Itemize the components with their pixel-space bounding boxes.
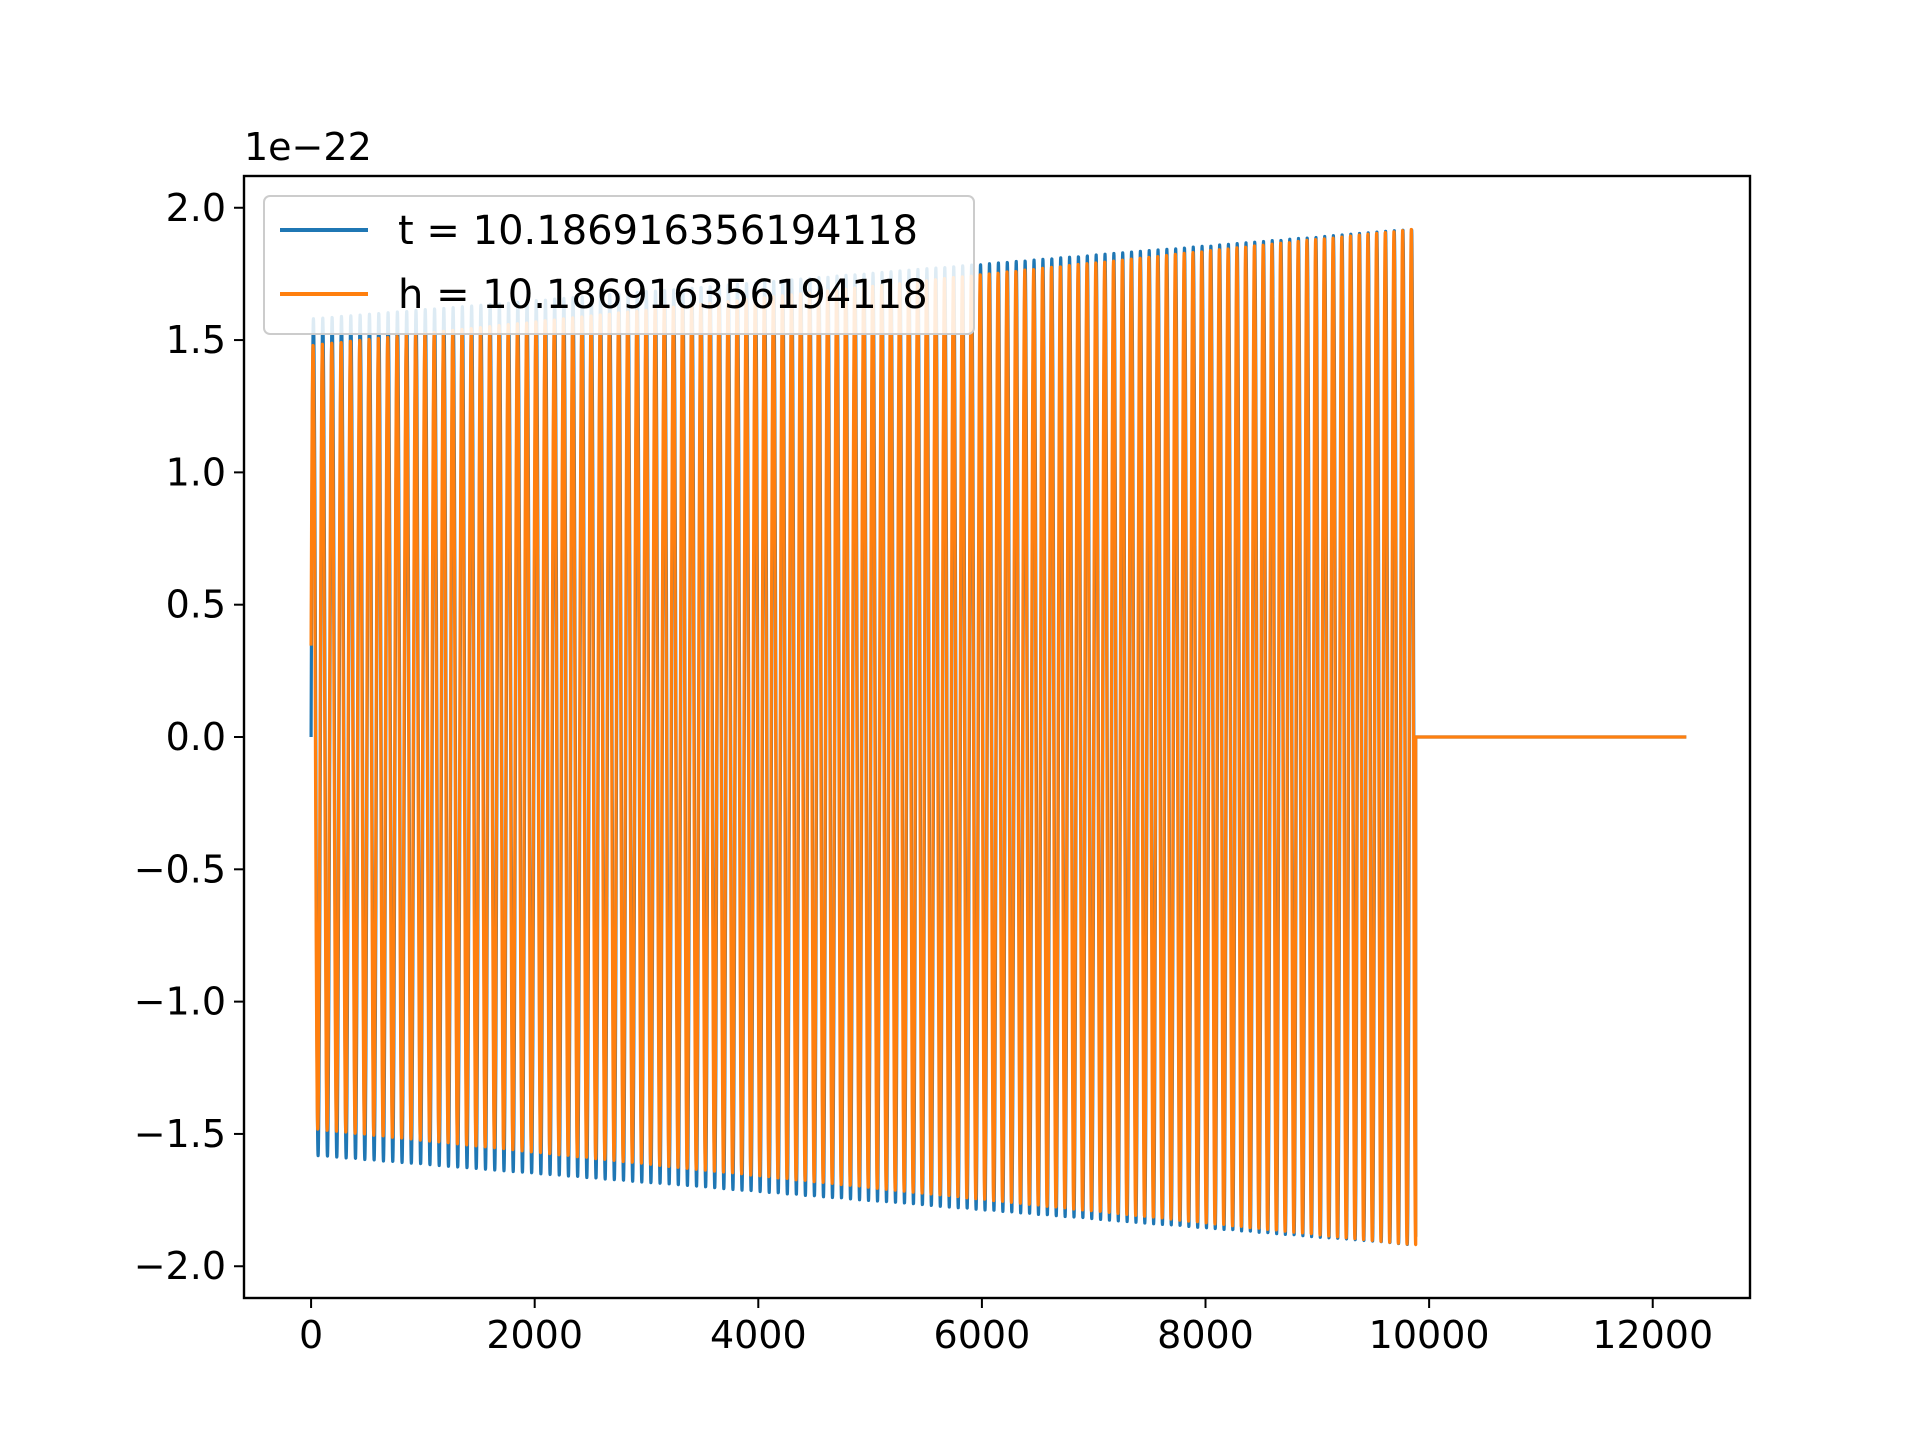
y-axis: −2.0 −1.5 −1.0 −0.5 0.0 0.5 1.0 1.5 2.0 bbox=[134, 186, 244, 1288]
x-tick-label: 2000 bbox=[486, 1313, 583, 1357]
x-axis: 0 2000 4000 6000 8000 10000 12000 bbox=[299, 1298, 1713, 1357]
x-tick-label: 0 bbox=[299, 1313, 323, 1357]
y-tick-label: −2.0 bbox=[134, 1244, 226, 1288]
x-tick-label: 4000 bbox=[710, 1313, 807, 1357]
x-tick-label: 12000 bbox=[1592, 1313, 1713, 1357]
y-tick-label: 1.0 bbox=[166, 450, 226, 494]
y-tick-label: 1.5 bbox=[166, 318, 226, 362]
legend-label: h = 10.186916356194118 bbox=[398, 272, 928, 318]
legend-box bbox=[263, 195, 975, 335]
legend-label: t = 10.186916356194118 bbox=[398, 208, 918, 254]
y-tick-label: 2.0 bbox=[166, 186, 226, 230]
legend: t = 10.186916356194118 h = 10.18691635619… bbox=[263, 195, 975, 335]
y-axis-offset-label: 1e−22 bbox=[244, 125, 372, 169]
x-tick-label: 8000 bbox=[1157, 1313, 1254, 1357]
y-tick-label: −1.0 bbox=[134, 980, 226, 1024]
y-tick-label: −1.5 bbox=[134, 1112, 226, 1156]
x-tick-label: 10000 bbox=[1369, 1313, 1490, 1357]
y-tick-label: −0.5 bbox=[134, 847, 226, 891]
y-tick-label: 0.5 bbox=[166, 583, 226, 627]
x-tick-label: 6000 bbox=[934, 1313, 1031, 1357]
y-tick-label: 0.0 bbox=[166, 715, 226, 759]
